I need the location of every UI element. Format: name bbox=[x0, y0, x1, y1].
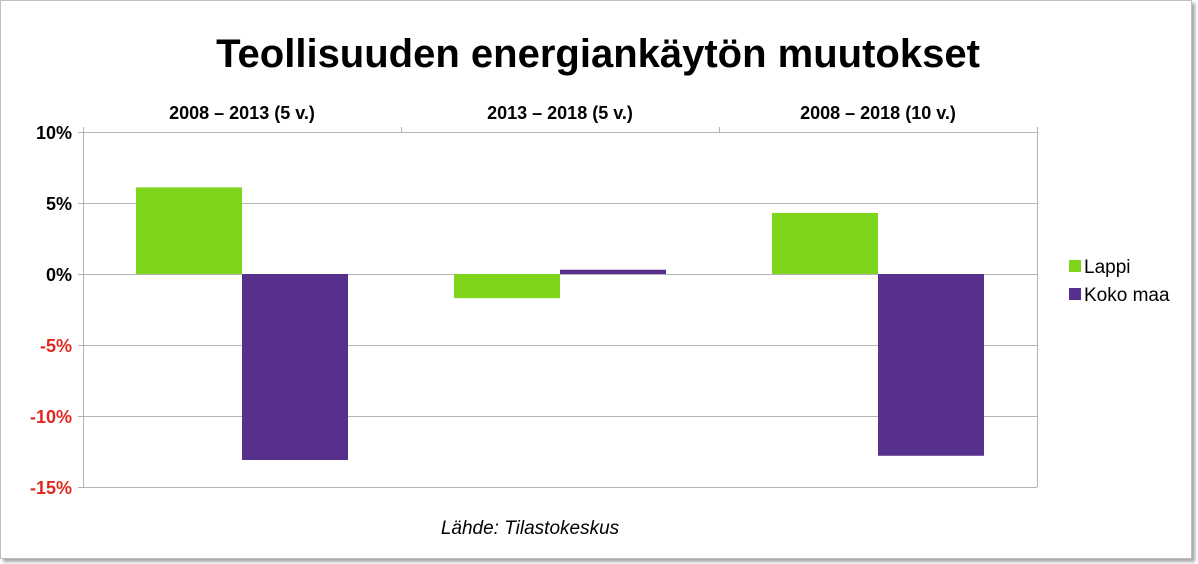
bar-koko-maa-2 bbox=[560, 269, 666, 274]
category-label-2: 2013 – 2018 (5 v.) bbox=[487, 103, 633, 123]
bar-koko-maa-3 bbox=[878, 274, 984, 456]
y-axis-tick-labels: 10% 5% 0% -5% -10% -15% bbox=[30, 123, 72, 498]
bar-lappi-3 bbox=[772, 212, 878, 274]
y-tick-label-0: 0% bbox=[46, 265, 72, 285]
category-label-1: 2008 – 2013 (5 v.) bbox=[169, 103, 315, 123]
category-label-3: 2008 – 2018 (10 v.) bbox=[800, 103, 956, 123]
y-tick-label-15: -15% bbox=[30, 478, 72, 498]
legend-swatch-lappi bbox=[1069, 260, 1081, 272]
y-tick-label-5: -5% bbox=[40, 336, 72, 356]
category-axis-ticks bbox=[83, 127, 1038, 132]
y-tick-label-5: 5% bbox=[46, 194, 72, 214]
legend-swatch-koko-maa bbox=[1069, 288, 1081, 300]
legend-label-lappi: Lappi bbox=[1084, 257, 1131, 278]
bars bbox=[136, 187, 984, 461]
y-tick-label-10: -10% bbox=[30, 407, 72, 427]
legend-label-koko-maa: Koko maa bbox=[1084, 285, 1170, 306]
legend: Lappi Koko maa bbox=[1069, 257, 1170, 306]
bar-koko-maa-1 bbox=[242, 274, 348, 461]
y-tick-label-10: 10% bbox=[36, 123, 72, 143]
bar-lappi-2 bbox=[454, 274, 560, 299]
source-note: Lähde: Tilastokeskus bbox=[441, 518, 620, 539]
category-labels: 2008 – 2013 (5 v.) 2013 – 2018 (5 v.) 2008… bbox=[169, 103, 956, 123]
chart-title: Teollisuuden energiankäytön muutokset bbox=[216, 32, 980, 76]
bar-lappi-1 bbox=[136, 187, 242, 274]
